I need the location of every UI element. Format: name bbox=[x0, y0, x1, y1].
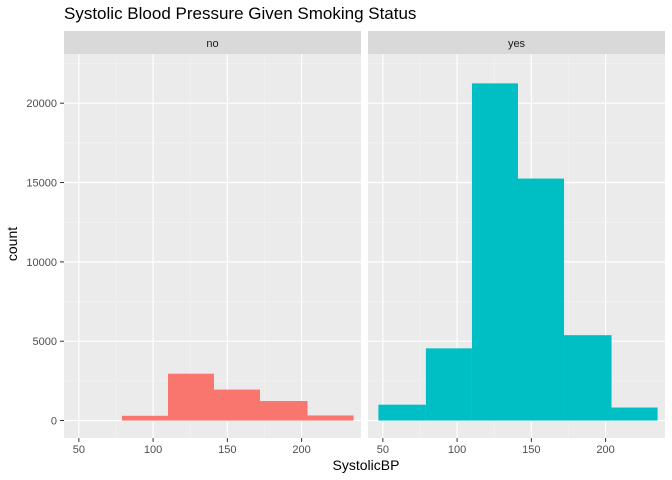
histogram-bar bbox=[425, 348, 472, 421]
x-tick-label: 50 bbox=[73, 444, 85, 456]
y-tick-label: 15000 bbox=[26, 178, 57, 190]
x-tick-label: 100 bbox=[144, 444, 162, 456]
y-tick-label: 10000 bbox=[26, 257, 57, 269]
y-axis-label: count bbox=[4, 227, 20, 261]
histogram-bar bbox=[611, 407, 658, 421]
histogram-bar bbox=[564, 335, 612, 421]
facet-panel-yes: yes 50 100 150 200 bbox=[368, 31, 665, 456]
chart-title: Systolic Blood Pressure Given Smoking St… bbox=[64, 4, 417, 23]
histogram-bar bbox=[213, 389, 261, 421]
histogram-bar bbox=[471, 83, 518, 421]
x-tick-label: 200 bbox=[292, 444, 310, 456]
facet-strip bbox=[64, 31, 361, 54]
histogram-bar bbox=[121, 415, 168, 421]
facet-strip bbox=[368, 31, 665, 54]
histogram-bar bbox=[517, 178, 565, 421]
x-tick-label: 150 bbox=[218, 444, 236, 456]
y-tick-label: 20000 bbox=[26, 98, 57, 110]
x-tick-label: 100 bbox=[448, 444, 466, 456]
x-tick-label: 50 bbox=[377, 444, 389, 456]
x-tick-label: 150 bbox=[522, 444, 540, 456]
y-tick-label: 0 bbox=[51, 416, 57, 428]
histogram-bar bbox=[378, 404, 426, 421]
facet-panel-no: no 50 100 150 200 bbox=[64, 31, 361, 456]
facet-strip-label: no bbox=[206, 38, 218, 50]
histogram-bar bbox=[167, 373, 214, 421]
histogram-bar bbox=[307, 415, 354, 421]
y-tick-label: 5000 bbox=[33, 336, 57, 348]
facet-strip-label: yes bbox=[508, 38, 526, 50]
x-axis-label: SystolicBP bbox=[333, 457, 400, 473]
x-tick-label: 200 bbox=[596, 444, 614, 456]
histogram-bar bbox=[260, 401, 308, 421]
